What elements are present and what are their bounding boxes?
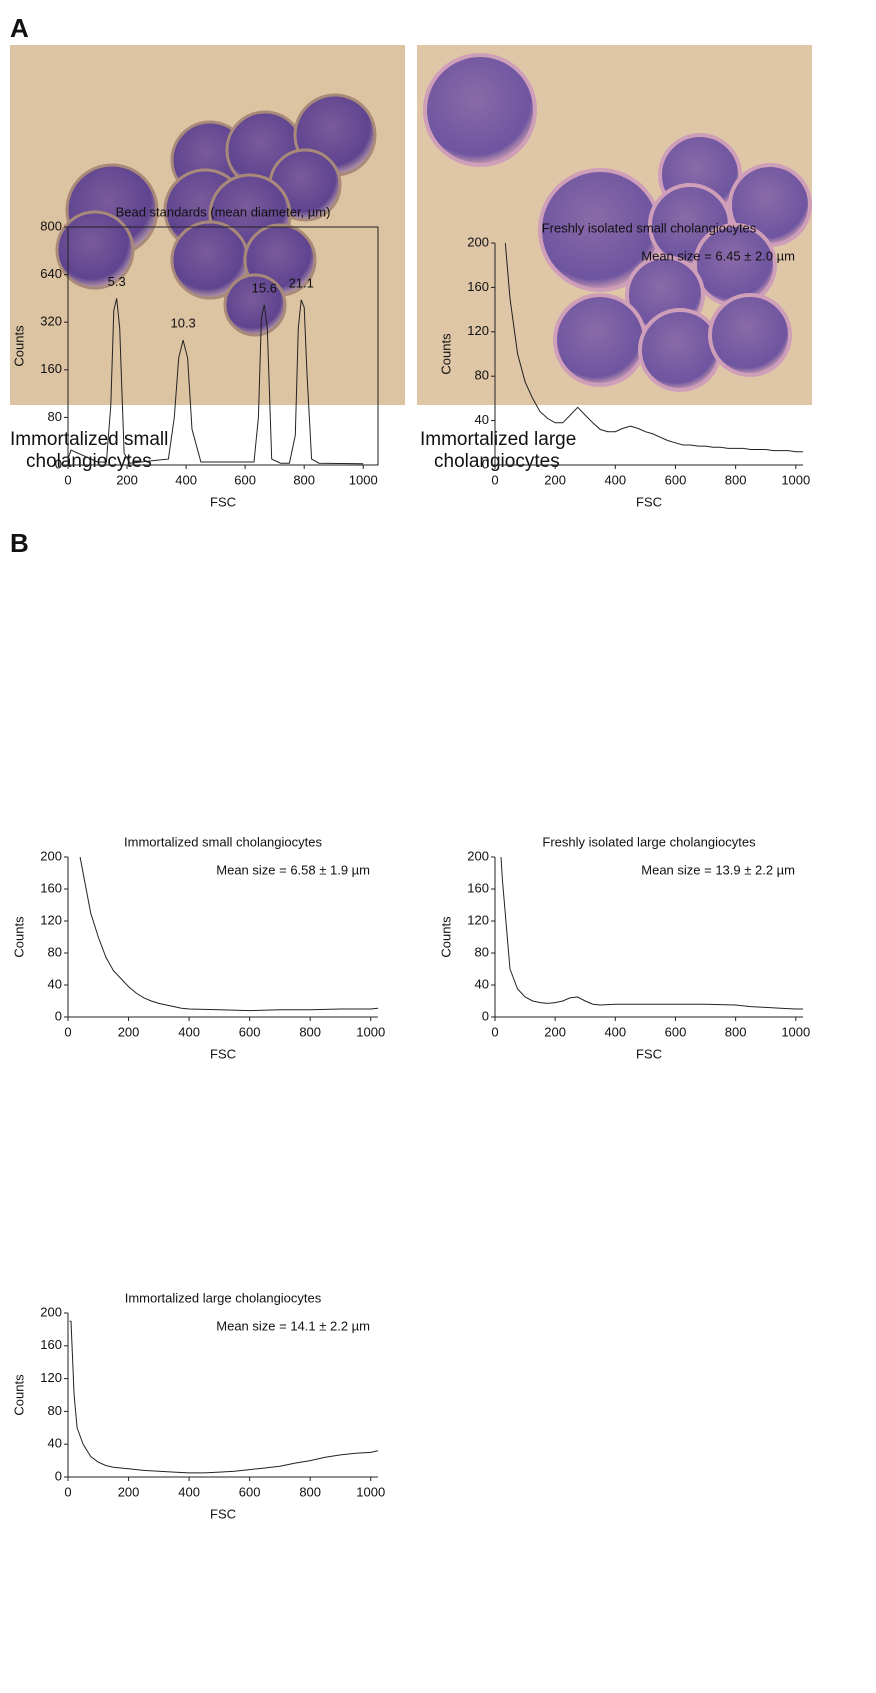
y-tick-label: 800 [40,218,62,233]
y-tick-label: 160 [40,361,62,376]
y-tick-label: 80 [48,409,62,424]
y-tick-label: 320 [40,314,62,329]
chart-title: Freshly isolated small cholangiocytes [542,220,757,235]
x-tick-label: 400 [178,1024,200,1039]
chart-title: Immortalized large cholangiocytes [125,1290,322,1305]
y-tick-label: 120 [467,323,489,338]
x-tick-label: 200 [118,1484,140,1499]
x-tick-label: 0 [491,1024,498,1039]
y-tick-label: 200 [467,848,489,863]
y-tick-label: 640 [40,266,62,281]
y-axis-label: Counts [438,916,453,958]
y-axis-label: Counts [11,1374,26,1416]
histogram-line [504,243,803,453]
x-tick-label: 0 [64,472,71,487]
x-tick-label: 400 [178,1484,200,1499]
y-tick-label: 120 [40,912,62,927]
y-tick-label: 0 [55,456,62,471]
annotation: Mean size = 6.58 ± 1.9 µm [216,862,370,877]
x-axis-label: FSC [636,494,662,509]
y-axis-label: Counts [438,333,453,375]
micrograph [10,45,812,405]
image-caption: cholangiocytes [26,451,152,472]
annotation: Mean size = 6.45 ± 2.0 µm [641,248,795,263]
histogram-line [500,857,803,1010]
panel-label: B [10,528,29,558]
y-tick-label: 160 [467,880,489,895]
x-tick-label: 0 [64,1024,71,1039]
y-tick-label: 80 [48,1403,62,1418]
peak-label: 15.6 [252,280,277,295]
y-tick-label: 80 [475,944,489,959]
x-tick-label: 1000 [356,1484,385,1499]
y-tick-label: 160 [467,279,489,294]
x-tick-label: 1000 [781,472,810,487]
x-tick-label: 200 [116,472,138,487]
x-tick-label: 600 [665,472,687,487]
x-tick-label: 800 [299,1024,321,1039]
x-axis-label: FSC [210,494,236,509]
x-tick-label: 200 [118,1024,140,1039]
plot-frame [67,226,379,466]
y-tick-label: 40 [48,976,62,991]
histogram-line [79,857,378,1012]
image-caption: Immortalized small [10,429,168,450]
x-tick-label: 400 [175,472,197,487]
peak-label: 5.3 [108,274,126,289]
y-tick-label: 40 [48,1436,62,1451]
x-tick-label: 200 [544,472,566,487]
x-tick-label: 400 [604,1024,626,1039]
y-tick-label: 200 [40,848,62,863]
x-tick-label: 0 [64,1484,71,1499]
histogram-line [68,298,364,465]
y-axis-label: Counts [11,916,26,958]
chart-title: Immortalized small cholangiocytes [124,834,322,849]
chart-title: Bead standards (mean diameter, µm) [116,204,331,219]
image-caption: cholangiocytes [434,451,560,472]
histogram-line [69,1320,378,1474]
x-tick-label: 1000 [781,1024,810,1039]
y-tick-label: 120 [40,1370,62,1385]
annotation: Mean size = 13.9 ± 2.2 µm [641,862,795,877]
annotation: Mean size = 14.1 ± 2.2 µm [216,1318,370,1333]
y-tick-label: 0 [55,1468,62,1483]
y-tick-label: 200 [467,234,489,249]
x-axis-label: FSC [210,1046,236,1061]
panel-label: A [10,13,29,43]
x-tick-label: 0 [491,472,498,487]
y-tick-label: 200 [40,1304,62,1319]
image-caption: Immortalized large [420,429,576,450]
x-tick-label: 400 [604,472,626,487]
peak-label: 10.3 [170,315,195,330]
x-tick-label: 600 [234,472,256,487]
x-tick-label: 200 [544,1024,566,1039]
y-tick-label: 0 [482,456,489,471]
y-tick-label: 0 [55,1008,62,1023]
y-tick-label: 40 [475,976,489,991]
y-tick-label: 160 [40,880,62,895]
x-axis-label: FSC [210,1506,236,1521]
y-tick-label: 80 [475,368,489,383]
x-tick-label: 800 [725,472,747,487]
y-tick-label: 0 [482,1008,489,1023]
x-tick-label: 600 [239,1484,261,1499]
x-tick-label: 800 [293,472,315,487]
y-tick-label: 160 [40,1337,62,1352]
y-tick-label: 120 [467,912,489,927]
x-tick-label: 1000 [356,1024,385,1039]
peak-label: 21.1 [289,275,314,290]
y-tick-label: 80 [48,944,62,959]
x-tick-label: 1000 [349,472,378,487]
y-axis-label: Counts [11,325,26,367]
x-axis-label: FSC [636,1046,662,1061]
y-tick-label: 40 [475,412,489,427]
x-tick-label: 600 [239,1024,261,1039]
x-tick-label: 600 [665,1024,687,1039]
x-tick-label: 800 [299,1484,321,1499]
chart-title: Freshly isolated large cholangiocytes [542,834,756,849]
x-tick-label: 800 [725,1024,747,1039]
